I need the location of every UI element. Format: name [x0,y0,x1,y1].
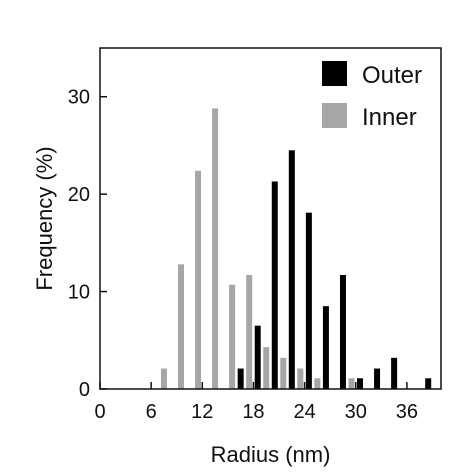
plot-frame [99,47,442,390]
y-tick-label: 10 [68,282,90,304]
inner-bar [348,378,355,389]
y-tick-label: 30 [68,87,90,109]
outer-bar [271,181,278,389]
inner-bar [246,275,253,389]
inner-bar [195,170,202,389]
legend-swatch-outer [322,61,347,86]
inner-bar [212,108,219,390]
x-axis-title: Radius (nm) [211,442,331,467]
outer-bar [288,150,295,389]
inner-bar [177,264,184,389]
outer-bar [237,368,244,389]
y-tick-label: 0 [79,379,90,401]
inner-bar [314,378,321,389]
outer-bar [391,357,398,389]
legend-label-inner: Inner [362,104,417,131]
legend-swatch-inner [322,103,347,128]
outer-bar [339,275,346,389]
bars-layer [160,108,432,390]
inner-bar [280,357,287,389]
legend-label-outer: Outer [362,62,422,89]
inner-bar [263,347,270,389]
outer-bar [425,378,432,389]
x-tick-label: 18 [242,401,264,423]
outer-bar [357,378,364,389]
legend: Outer Inner [322,61,422,131]
x-tick-label: 6 [146,401,157,423]
inner-bar [160,368,167,389]
inner-bar [229,284,236,389]
x-tick-label: 36 [396,401,418,423]
y-axis-title: Frequency (%) [32,146,57,290]
x-tick-label: 24 [293,401,315,423]
x-tick-label: 0 [94,401,105,423]
x-tick-label: 30 [345,401,367,423]
outer-bar [374,368,381,389]
outer-bar [305,212,312,389]
outer-bar [322,306,329,389]
outer-bar [254,325,261,389]
axes-layer: 0 6 12 18 24 30 36 0 10 20 30 [68,87,418,423]
inner-bar [297,368,304,389]
y-tick-label: 20 [68,184,90,206]
x-tick-label: 12 [191,401,213,423]
